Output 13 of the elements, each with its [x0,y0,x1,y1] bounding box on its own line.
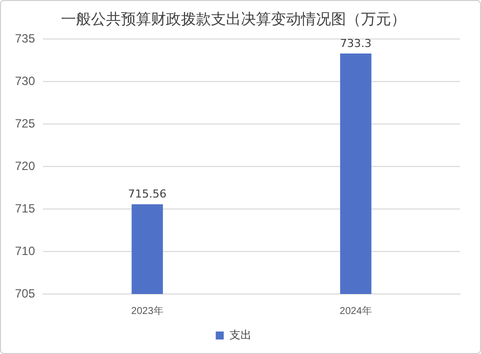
y-tick-label: 710 [14,244,36,258]
x-tick-label: 2024年 [340,304,372,317]
y-tick-label: 715 [14,201,36,216]
x-tick-label: 2023年 [131,304,164,317]
y-tick-label: 705 [14,286,36,300]
data-label: 715.56 [128,188,167,201]
chart-title: 一般公共预算财政拨款支出决算变动情况图（万元） [61,10,406,28]
y-tick-label: 720 [14,158,36,173]
y-tick-label: 735 [14,31,36,46]
y-tick-label: 730 [14,74,36,88]
legend-label: 支出 [229,328,252,342]
data-label: 733.3 [340,36,372,50]
y-tick-label: 725 [14,116,36,130]
